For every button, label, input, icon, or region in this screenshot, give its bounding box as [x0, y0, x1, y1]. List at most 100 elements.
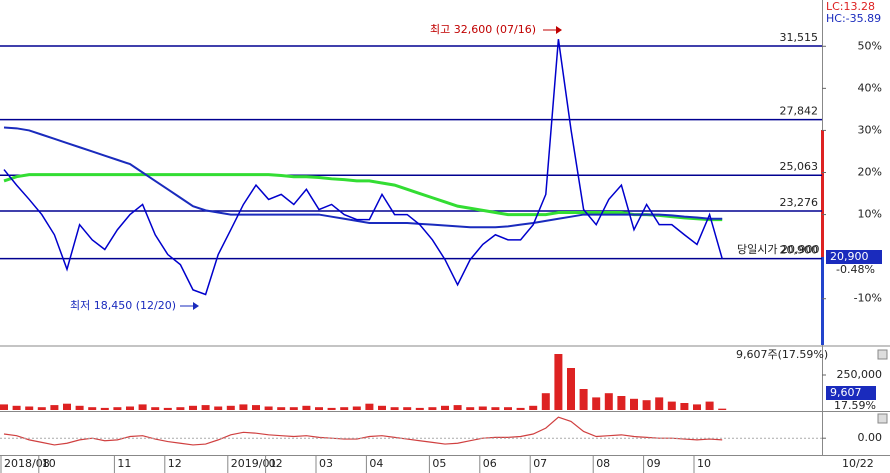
volume-bar	[75, 405, 84, 410]
volume-bar	[100, 407, 109, 410]
level-label: 23,276	[780, 196, 819, 209]
volume-bar	[340, 407, 349, 410]
volume-bar	[718, 408, 727, 410]
volume-bar	[151, 407, 160, 410]
range-bar	[821, 130, 824, 257]
volume-box	[826, 386, 876, 400]
volume-bar	[441, 405, 449, 410]
volume-bar	[264, 406, 273, 410]
volume-bar	[554, 354, 563, 410]
x-tick-label: 2018/08	[4, 457, 50, 470]
volume-bar	[478, 406, 487, 410]
level-label: 27,842	[780, 105, 819, 118]
high-arrow-head	[556, 26, 562, 34]
x-tick-label: 10	[697, 457, 711, 470]
volume-bar	[642, 400, 651, 410]
x-tick-label: 11	[117, 457, 131, 470]
x-tick-label: 09	[647, 457, 661, 470]
volume-bar	[705, 401, 714, 410]
close-button[interactable]	[877, 349, 888, 360]
volume-bar	[201, 405, 210, 410]
open-note: 당일시가 20,900	[737, 242, 819, 256]
volume-bar	[63, 403, 71, 410]
volume-bar	[163, 407, 172, 410]
volume-bar	[567, 368, 575, 410]
range-bar	[821, 257, 824, 345]
x-tick-label: 06	[483, 457, 497, 470]
x-tick-label: 08	[596, 457, 610, 470]
y-tick-label: 50%	[858, 39, 882, 52]
volume-bar	[466, 407, 475, 410]
y-tick-label: -10%	[854, 292, 882, 305]
volume-bar	[277, 407, 286, 410]
x-tick-label: 04	[369, 457, 383, 470]
volume-bar	[579, 389, 588, 410]
x-tick-label: 07	[533, 457, 547, 470]
x-tick-label: 2019/01	[231, 457, 277, 470]
volume-bar	[327, 407, 336, 410]
volume-bar	[428, 407, 437, 410]
low-arrow-head	[193, 302, 199, 310]
volume-bar	[630, 398, 638, 410]
volume-bar	[365, 403, 374, 410]
volume-bar	[693, 404, 701, 410]
x-tick-label: 05	[432, 457, 446, 470]
level-label: 31,515	[780, 31, 819, 44]
x-tick-label: 10	[42, 457, 56, 470]
volume-bar	[0, 404, 8, 410]
date-label: 10/22	[842, 457, 874, 470]
level-label: 25,063	[780, 160, 819, 173]
series-line	[3, 416, 723, 446]
y-tick-label: 40%	[858, 81, 882, 94]
volume-bar	[529, 405, 538, 410]
price-box-label: 20,900	[830, 250, 869, 263]
volume-bar	[50, 405, 59, 410]
y-tick-label: 30%	[858, 123, 882, 136]
volume-bar	[25, 406, 34, 410]
y-tick-label: 250,000	[837, 368, 883, 381]
hc-label: HC:-35.89	[826, 12, 881, 25]
y-tick-label: 20%	[858, 166, 882, 179]
volume-bar	[516, 407, 525, 410]
change-label: -0.48%	[836, 263, 875, 276]
volume-bar	[37, 407, 46, 410]
close-button[interactable]	[877, 413, 888, 424]
y-tick-label: 10%	[858, 208, 882, 221]
volume-bar	[415, 407, 424, 410]
volume-bar	[491, 407, 500, 410]
volume-bar	[504, 407, 512, 410]
ratio-label: 17.59%	[834, 399, 876, 412]
volume-bar	[126, 406, 134, 410]
volume-bar	[289, 407, 298, 410]
level-label: 20,900	[780, 244, 819, 257]
volume-bar	[352, 406, 361, 410]
volume-box-label: 9,607	[830, 386, 862, 399]
volume-bar	[390, 407, 399, 410]
volume-bar	[302, 405, 311, 410]
volume-bar	[214, 406, 223, 410]
volume-bar	[403, 407, 412, 410]
y-tick-label: 0.00	[858, 431, 883, 444]
volume-bar	[541, 393, 550, 410]
volume-bar	[252, 405, 260, 410]
volume-bar	[113, 407, 122, 410]
volume-bar	[239, 404, 248, 410]
volume-bar	[176, 407, 185, 410]
volume-note: 9,607주(17.59%)	[736, 348, 828, 361]
volume-bar	[315, 407, 323, 410]
volume-bar	[604, 393, 613, 410]
series-line	[3, 39, 723, 296]
volume-bar	[138, 404, 147, 410]
volume-bar	[655, 397, 664, 410]
series-line	[3, 126, 723, 229]
price-box	[826, 250, 882, 264]
volume-bar	[453, 405, 462, 410]
volume-bar	[617, 396, 626, 410]
volume-bar	[667, 401, 676, 410]
high-note: 최고 32,600 (07/16)	[430, 23, 536, 36]
volume-bar	[592, 397, 601, 410]
volume-bar	[680, 403, 689, 410]
low-note: 최저 18,450 (12/20)	[70, 299, 176, 312]
volume-bar	[12, 405, 21, 410]
